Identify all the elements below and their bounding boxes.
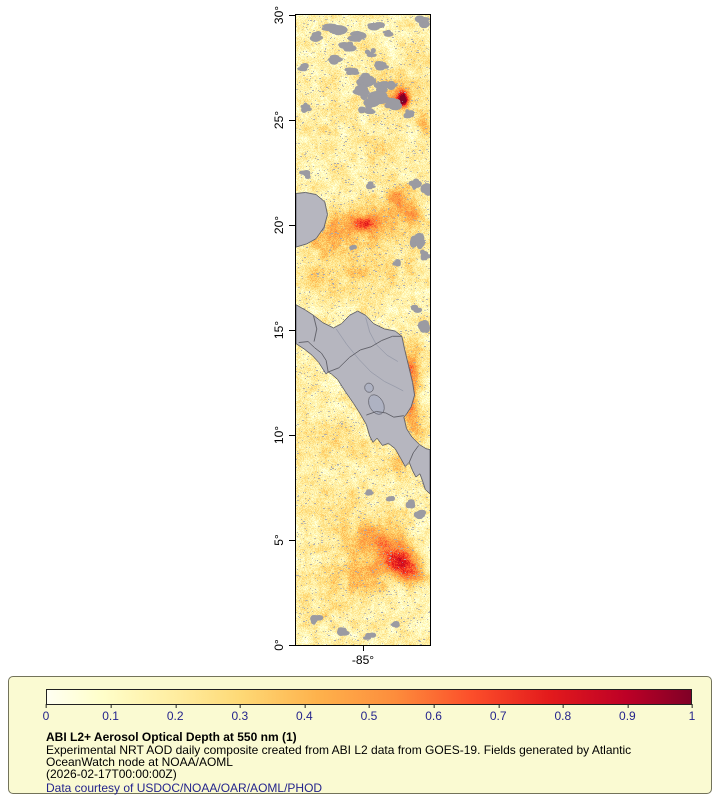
lon-tick-mark: [363, 646, 364, 651]
colorbar-tick-label: 1: [688, 704, 696, 723]
legend-box: 0 0.1 0.2 0.3 0.4 0.5 0.6 0.7 0.8 0.9 1 …: [8, 676, 712, 795]
lat-tick-label: 5°: [272, 534, 286, 546]
lat-tick-label: 30°: [272, 5, 286, 25]
legend-description-line1: Experimental NRT AOD daily composite cre…: [46, 743, 632, 757]
lat-tick-mark: [289, 120, 295, 121]
colorbar-tick-label: 0.2: [166, 704, 184, 723]
colorbar-tick-label: 0.5: [360, 704, 378, 723]
colorbar-tick-label: 0.7: [489, 704, 507, 723]
legend-title: ABI L2+ Aerosol Optical Depth at 550 nm …: [46, 730, 297, 744]
lon-tick-label: -85°: [351, 653, 375, 667]
lat-tick-mark: [289, 645, 295, 646]
colorbar-tick-label: 0.6: [425, 704, 442, 723]
legend-credit: Data courtesy of USDOC/NOAA/OAR/AOML/PHO…: [46, 781, 323, 795]
lat-tick-label: 25°: [272, 110, 286, 130]
lat-tick-mark: [289, 15, 295, 16]
colorbar-tick-label: 0.4: [296, 704, 313, 723]
lat-tick-mark: [289, 225, 295, 226]
lat-tick-label: 15°: [272, 320, 286, 340]
colorbar-tick-label: 0.3: [231, 704, 249, 723]
colorbar-tick-label: 0.1: [102, 704, 119, 723]
lat-tick-mark: [289, 330, 295, 331]
lat-tick-mark: [289, 435, 295, 436]
aod-field-canvas: [296, 15, 430, 645]
colorbar-tick-label: 0.9: [619, 704, 636, 723]
lat-tick-mark: [289, 540, 295, 541]
lat-tick-label: 10°: [272, 425, 286, 445]
colorbar-ticks: 0 0.1 0.2 0.3 0.4 0.5 0.6 0.7 0.8 0.9 1: [42, 704, 695, 723]
colorbar-gradient: [47, 690, 691, 704]
colorbar-tick-label: 0.8: [554, 704, 572, 723]
colorbar: [46, 689, 692, 705]
colorbar-tick-label: 0: [42, 704, 50, 723]
lat-tick-label: 0°: [272, 639, 286, 651]
legend-timestamp: (2026-02-17T00:00:00Z): [46, 767, 177, 781]
lat-tick-label: 20°: [272, 215, 286, 235]
legend-description-line2: OceanWatch node at NOAA/AOML: [46, 755, 233, 769]
map-frame: [295, 14, 431, 646]
